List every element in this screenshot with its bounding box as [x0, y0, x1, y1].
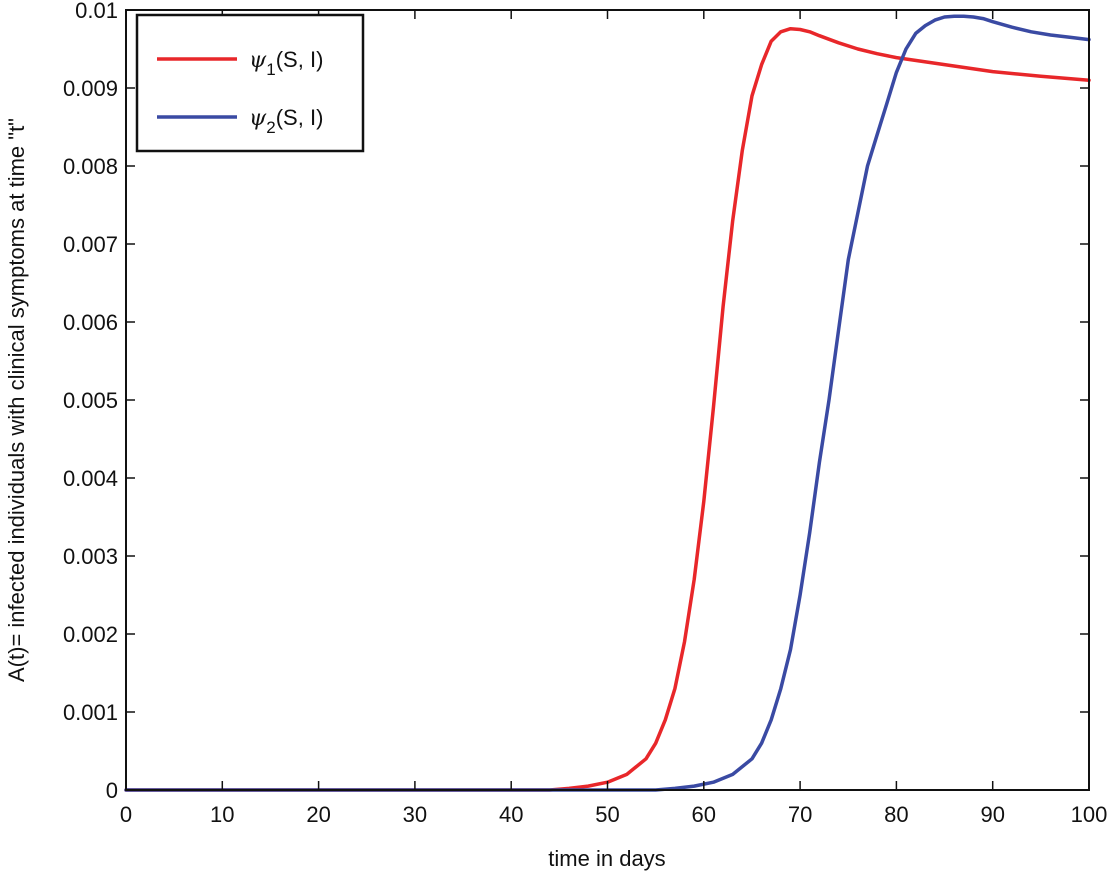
- y-tick-label: 0.005: [63, 388, 118, 413]
- x-tick-label: 30: [403, 802, 427, 827]
- y-tick-label: 0.006: [63, 310, 118, 335]
- y-tick-label: 0.008: [63, 154, 118, 179]
- y-tick-label: 0.001: [63, 700, 118, 725]
- x-tick-label: 0: [120, 802, 132, 827]
- legend-subscript-psi2: 2: [266, 118, 275, 137]
- x-tick-label: 80: [884, 802, 908, 827]
- legend-symbol-psi1: ψ: [249, 48, 267, 73]
- x-tick-label: 10: [210, 802, 234, 827]
- legend-symbol-psi2: ψ: [249, 106, 267, 131]
- y-tick-label: 0.003: [63, 544, 118, 569]
- series-line-psi2: [124, 14, 1091, 792]
- legend-args-psi1: (S, I): [276, 47, 324, 72]
- y-axis-label: A(t)= infected individuals with clinical…: [4, 118, 29, 682]
- legend-subscript-psi1: 1: [266, 60, 275, 79]
- x-axis-ticks: 0 10 20 30 40 50 60 70 80 90 100: [120, 10, 1107, 827]
- x-tick-label: 70: [788, 802, 812, 827]
- x-tick-label: 50: [595, 802, 619, 827]
- legend-box: [135, 13, 365, 153]
- y-tick-label: 0.009: [63, 76, 118, 101]
- x-tick-label: 40: [499, 802, 523, 827]
- y-tick-label: 0.007: [63, 232, 118, 257]
- x-tick-label: 60: [692, 802, 716, 827]
- legend-entry-psi2: ψ2(S, I): [249, 105, 323, 137]
- legend: ψ1(S, I) ψ2(S, I): [135, 13, 365, 153]
- x-tick-label: 20: [306, 802, 330, 827]
- y-tick-label: 0.002: [63, 622, 118, 647]
- x-tick-label: 90: [980, 802, 1004, 827]
- series-line-psi1: [124, 26, 1091, 792]
- series-layer: [124, 14, 1091, 792]
- y-tick-label: 0: [106, 778, 118, 803]
- legend-entry-psi1: ψ1(S, I): [249, 47, 323, 79]
- x-tick-label: 100: [1071, 802, 1108, 827]
- x-axis-label: time in days: [548, 846, 665, 871]
- y-tick-label: 0.004: [63, 466, 118, 491]
- y-tick-label: 0.01: [75, 0, 118, 23]
- y-axis-ticks: 0 0.001 0.002 0.003 0.004 0.005 0.006 0.007 0.00…: [63, 0, 1089, 803]
- legend-args-psi2: (S, I): [276, 105, 324, 130]
